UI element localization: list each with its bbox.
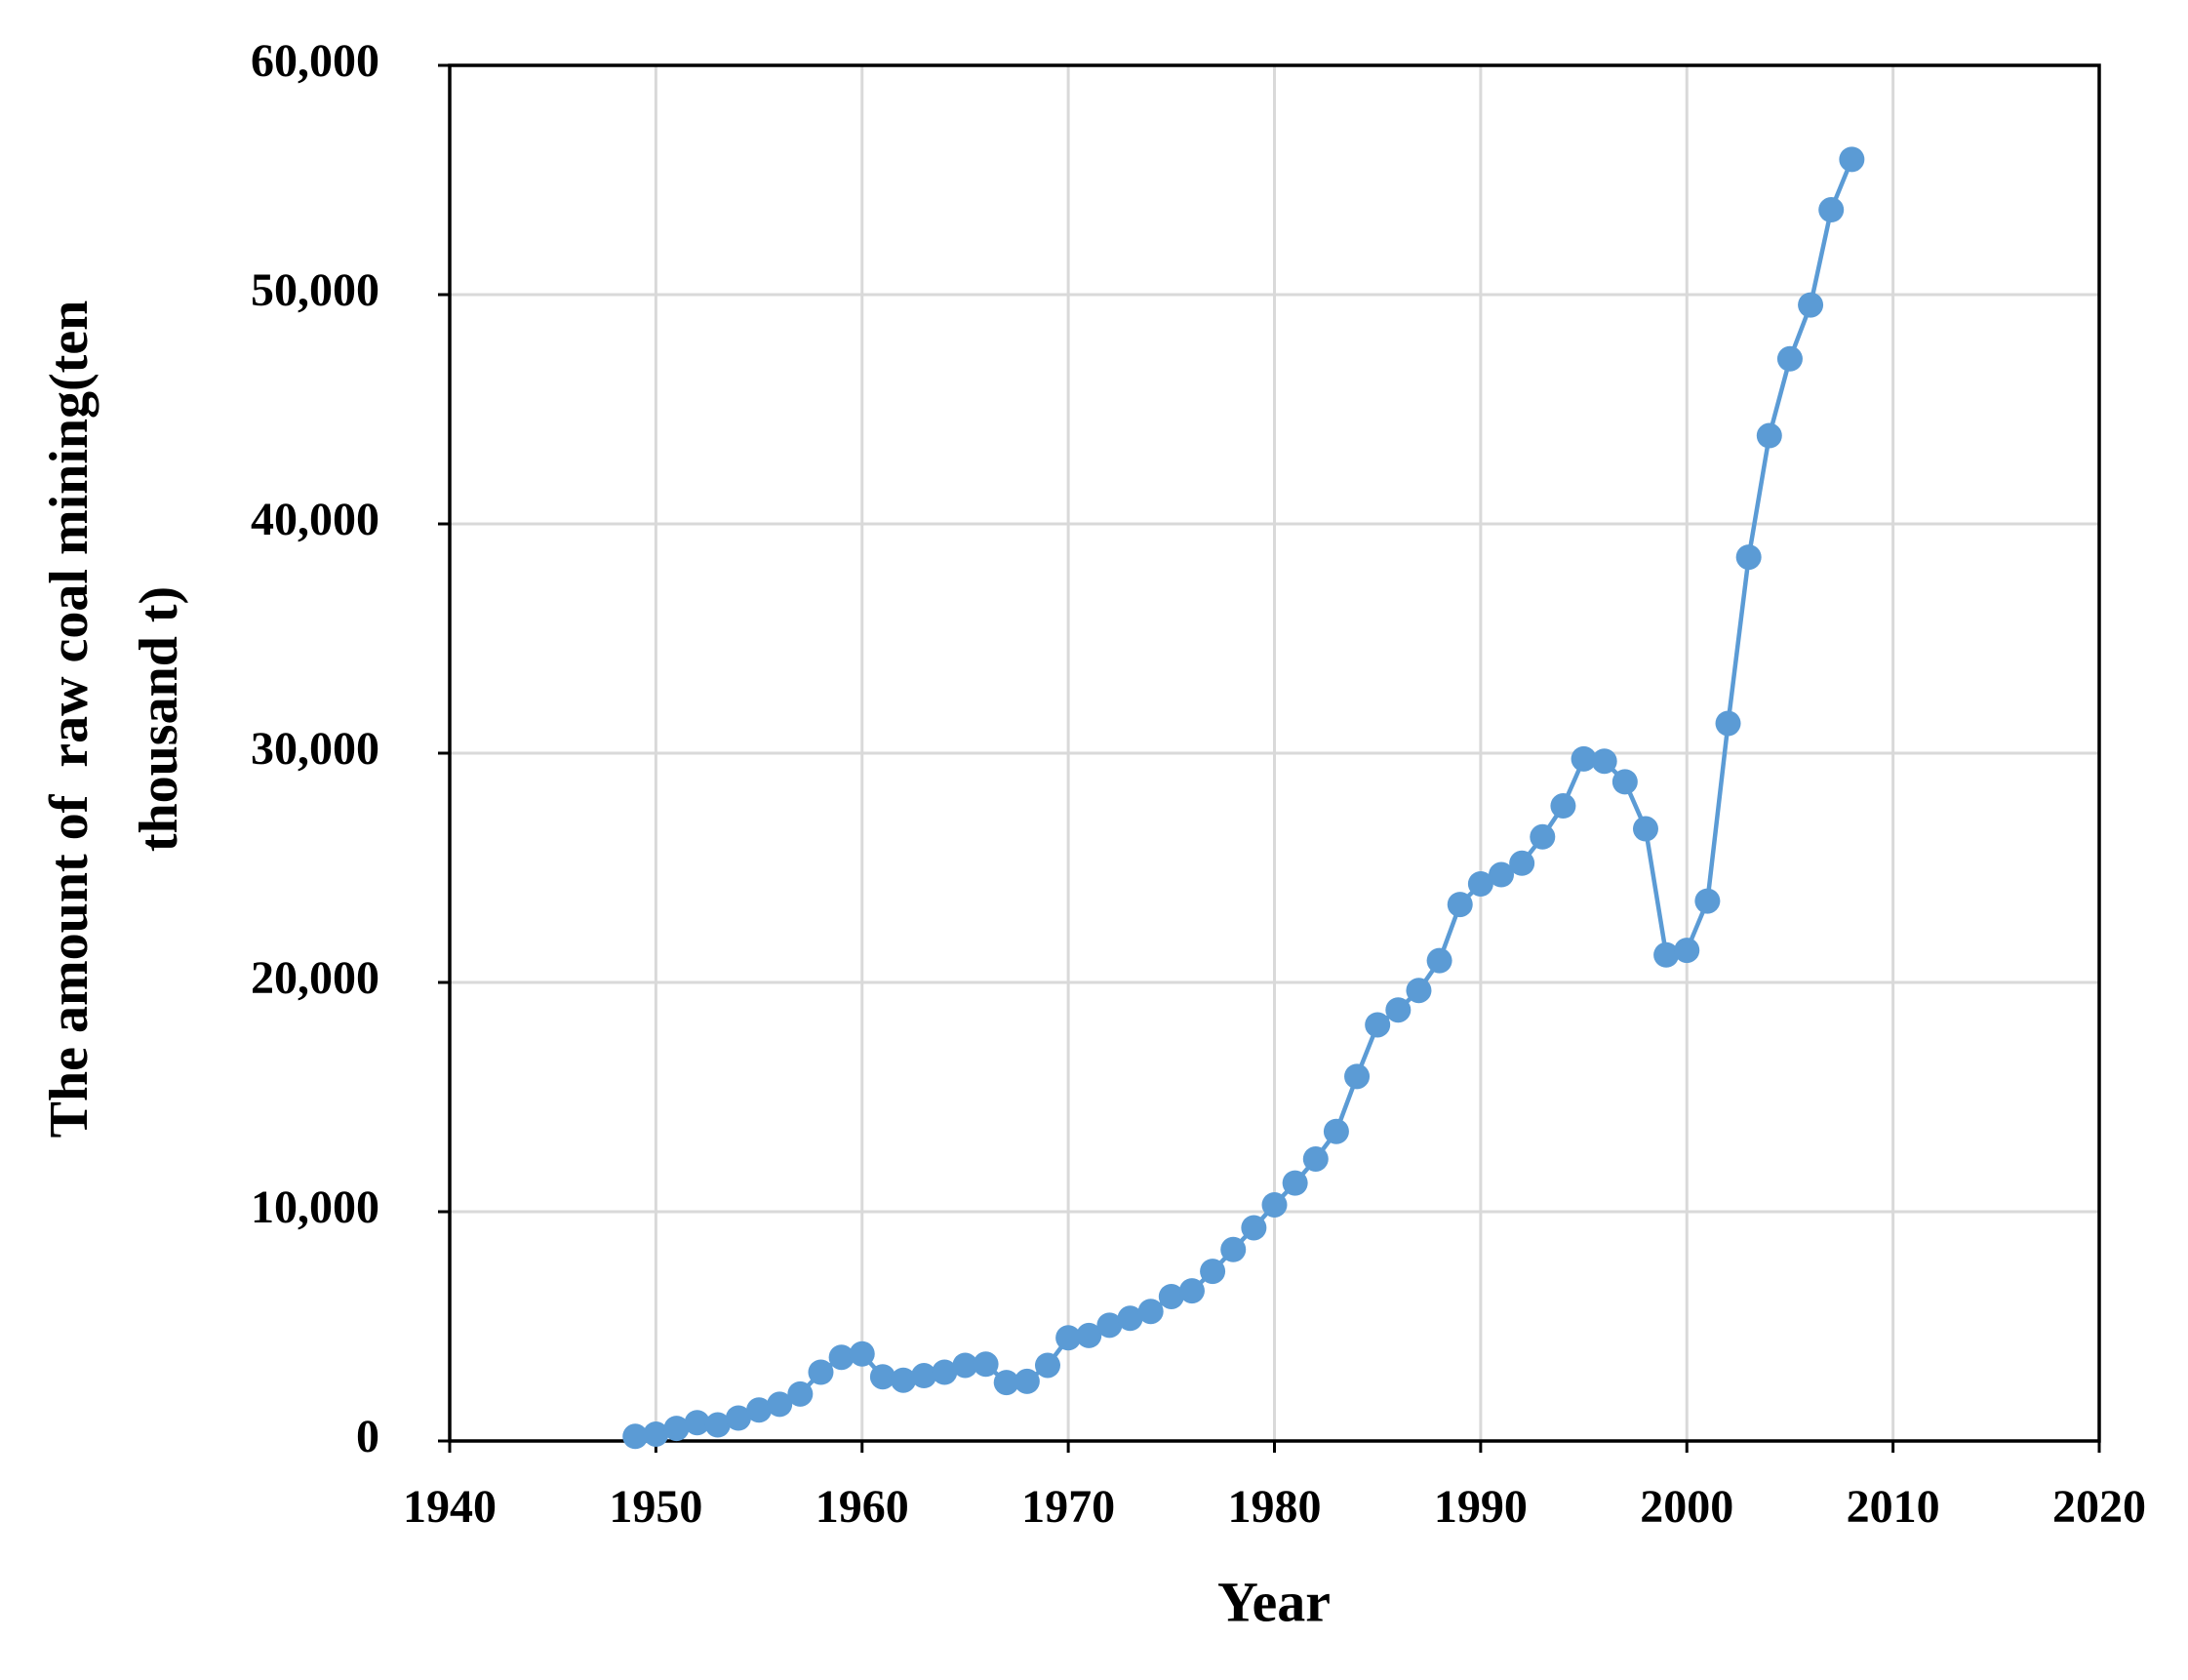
data-point	[704, 1412, 731, 1438]
y-tick-label: 40,000	[251, 494, 379, 545]
data-point	[1509, 850, 1535, 876]
y-tick-label: 20,000	[251, 952, 379, 1004]
data-point	[684, 1410, 710, 1436]
data-point	[1798, 292, 1824, 318]
x-tick-label: 1940	[403, 1481, 497, 1533]
data-point	[1447, 892, 1473, 918]
data-point	[1137, 1299, 1164, 1325]
data-point	[1530, 823, 1556, 850]
data-point	[787, 1380, 814, 1407]
x-axis-title: Year	[1217, 1570, 1331, 1633]
data-point	[1220, 1236, 1247, 1262]
data-point	[1694, 888, 1721, 914]
data-point	[1178, 1278, 1205, 1304]
data-point	[1406, 978, 1432, 1004]
data-point	[1385, 997, 1412, 1023]
data-point	[1550, 793, 1576, 820]
data-point	[1653, 941, 1680, 968]
data-point	[643, 1420, 669, 1447]
data-point	[993, 1370, 1019, 1396]
y-tick-label: 60,000	[251, 35, 379, 87]
data-point	[767, 1391, 793, 1418]
data-point	[1344, 1063, 1371, 1090]
x-tick-label: 2010	[1847, 1481, 1940, 1533]
data-point	[1715, 710, 1741, 737]
data-point	[1302, 1145, 1329, 1172]
data-point	[1241, 1215, 1267, 1241]
data-point	[746, 1397, 773, 1423]
data-point	[1571, 745, 1597, 772]
data-point	[1591, 748, 1617, 775]
data-point	[1632, 816, 1658, 842]
data-point	[1158, 1283, 1184, 1309]
data-point	[1611, 769, 1638, 795]
data-point	[1489, 861, 1515, 888]
data-point	[1200, 1259, 1226, 1285]
data-point	[1261, 1191, 1288, 1218]
y-axis-title: The amount of raw coal mining(ten	[39, 300, 99, 1139]
data-point	[932, 1359, 958, 1385]
x-tick-label: 1980	[1228, 1481, 1322, 1533]
data-point	[1055, 1325, 1082, 1351]
data-point	[1096, 1312, 1123, 1339]
data-point	[1426, 947, 1452, 974]
x-tick-label: 1970	[1021, 1481, 1115, 1533]
data-point	[1014, 1368, 1040, 1394]
data-point	[1365, 1012, 1391, 1038]
data-point	[1674, 938, 1700, 964]
data-point	[808, 1359, 834, 1385]
data-point	[622, 1423, 649, 1450]
data-point	[1117, 1305, 1143, 1332]
data-point	[911, 1363, 937, 1389]
data-point	[1818, 197, 1845, 223]
data-point	[1735, 544, 1762, 571]
data-point	[1756, 422, 1782, 449]
x-tick-label: 1950	[609, 1481, 702, 1533]
data-point	[1282, 1170, 1308, 1196]
data-point	[869, 1364, 895, 1390]
data-point	[1467, 870, 1493, 897]
y-tick-label: 10,000	[251, 1181, 379, 1233]
data-point	[891, 1367, 917, 1393]
y-axis-title: thousand t)	[129, 586, 189, 852]
y-tick-label: 0	[356, 1411, 379, 1462]
plot-frame	[448, 63, 2101, 1443]
x-tick-label: 1990	[1434, 1481, 1528, 1533]
data-point	[725, 1405, 751, 1431]
data-point	[1776, 345, 1803, 372]
data-point	[849, 1340, 875, 1367]
data-point	[828, 1344, 855, 1371]
y-tick-label: 50,000	[251, 264, 379, 316]
data-point	[1034, 1352, 1060, 1379]
data-point	[952, 1352, 978, 1379]
data-point	[663, 1416, 690, 1442]
data-point	[1839, 146, 1865, 173]
x-tick-label: 2020	[2052, 1481, 2146, 1533]
data-point	[1323, 1118, 1349, 1144]
x-tick-label: 1960	[816, 1481, 909, 1533]
y-tick-label: 30,000	[251, 723, 379, 775]
x-tick-label: 2000	[1640, 1481, 1733, 1533]
data-point	[973, 1351, 999, 1378]
data-point	[1076, 1322, 1102, 1348]
